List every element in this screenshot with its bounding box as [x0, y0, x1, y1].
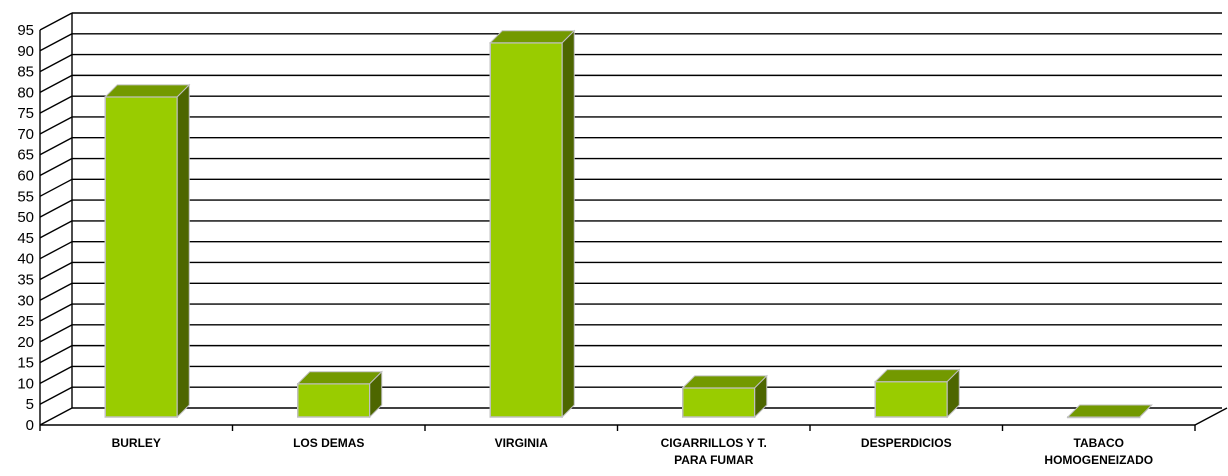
y-tick-label: 15	[17, 355, 34, 372]
gridline	[39, 199, 1222, 218]
gridline	[39, 303, 1222, 322]
y-tick-label: 60	[17, 168, 34, 185]
gridline	[39, 220, 1222, 239]
gridline	[39, 74, 1222, 93]
y-tick-label: 45	[17, 230, 34, 247]
gridline	[39, 53, 1222, 73]
gridline	[39, 137, 1222, 156]
bar	[681, 374, 768, 419]
bar	[296, 370, 383, 419]
y-tick-label: 30	[17, 292, 34, 309]
y-tick-label: 95	[17, 22, 34, 39]
y-tick-label: 65	[17, 147, 34, 164]
y-tick-label: 20	[17, 334, 34, 351]
gridline	[39, 324, 1222, 343]
x-category-label: DESPERDICIOS	[861, 436, 952, 450]
gridline	[39, 344, 1222, 364]
y-tick-label: 75	[17, 105, 34, 122]
x-category-label: TABACO HOMOGENEIZADO	[1044, 436, 1153, 467]
y-tick-label: 25	[17, 313, 34, 330]
gridlines	[39, 12, 1222, 426]
y-tick-label: 35	[17, 271, 34, 288]
gridline	[39, 178, 1222, 197]
bars	[104, 29, 1153, 419]
gridline	[39, 386, 1222, 405]
gridline	[39, 95, 1222, 114]
y-tick-label: 55	[17, 188, 34, 205]
gridline	[39, 365, 1222, 385]
gridline	[39, 261, 1222, 281]
gridline	[39, 157, 1222, 177]
gridline	[39, 12, 1222, 31]
bar	[489, 29, 576, 419]
bar	[104, 83, 191, 419]
y-tick-label: 40	[17, 251, 34, 268]
bar	[1066, 404, 1153, 419]
floor-right-edge	[1194, 407, 1228, 426]
y-axis-ticks: 0 5 10 15 20 25 30 35 40 45 50 55 60 65 70 75 80 85 90 95	[17, 22, 34, 434]
y-tick-label: 80	[17, 84, 34, 101]
gridline	[39, 282, 1222, 301]
x-category-label: CIGARRILLOS Y T. PARA FUMAR	[661, 436, 767, 467]
gridline	[39, 33, 1222, 52]
y-tick-label: 50	[17, 209, 34, 226]
y-tick-label: 70	[17, 126, 34, 143]
y-tick-label: 85	[17, 64, 34, 81]
x-category-label: BURLEY	[112, 436, 161, 450]
y-tick-label: 5	[26, 396, 34, 413]
y-tick-label: 10	[17, 375, 34, 392]
y-tick-label: 90	[17, 43, 34, 60]
x-category-label: VIRGINIA	[495, 436, 549, 450]
x-category-label: LOS DEMAS	[293, 436, 364, 450]
gridline	[39, 240, 1222, 260]
gridline	[39, 407, 1222, 426]
x-axis-category-labels: BURLEY LOS DEMAS VIRGINIA CIGARRILLOS Y T. P…	[112, 436, 1154, 467]
gridline	[39, 116, 1222, 135]
bar	[874, 368, 961, 419]
axes	[39, 13, 1228, 431]
y-tick-label: 0	[26, 417, 34, 434]
